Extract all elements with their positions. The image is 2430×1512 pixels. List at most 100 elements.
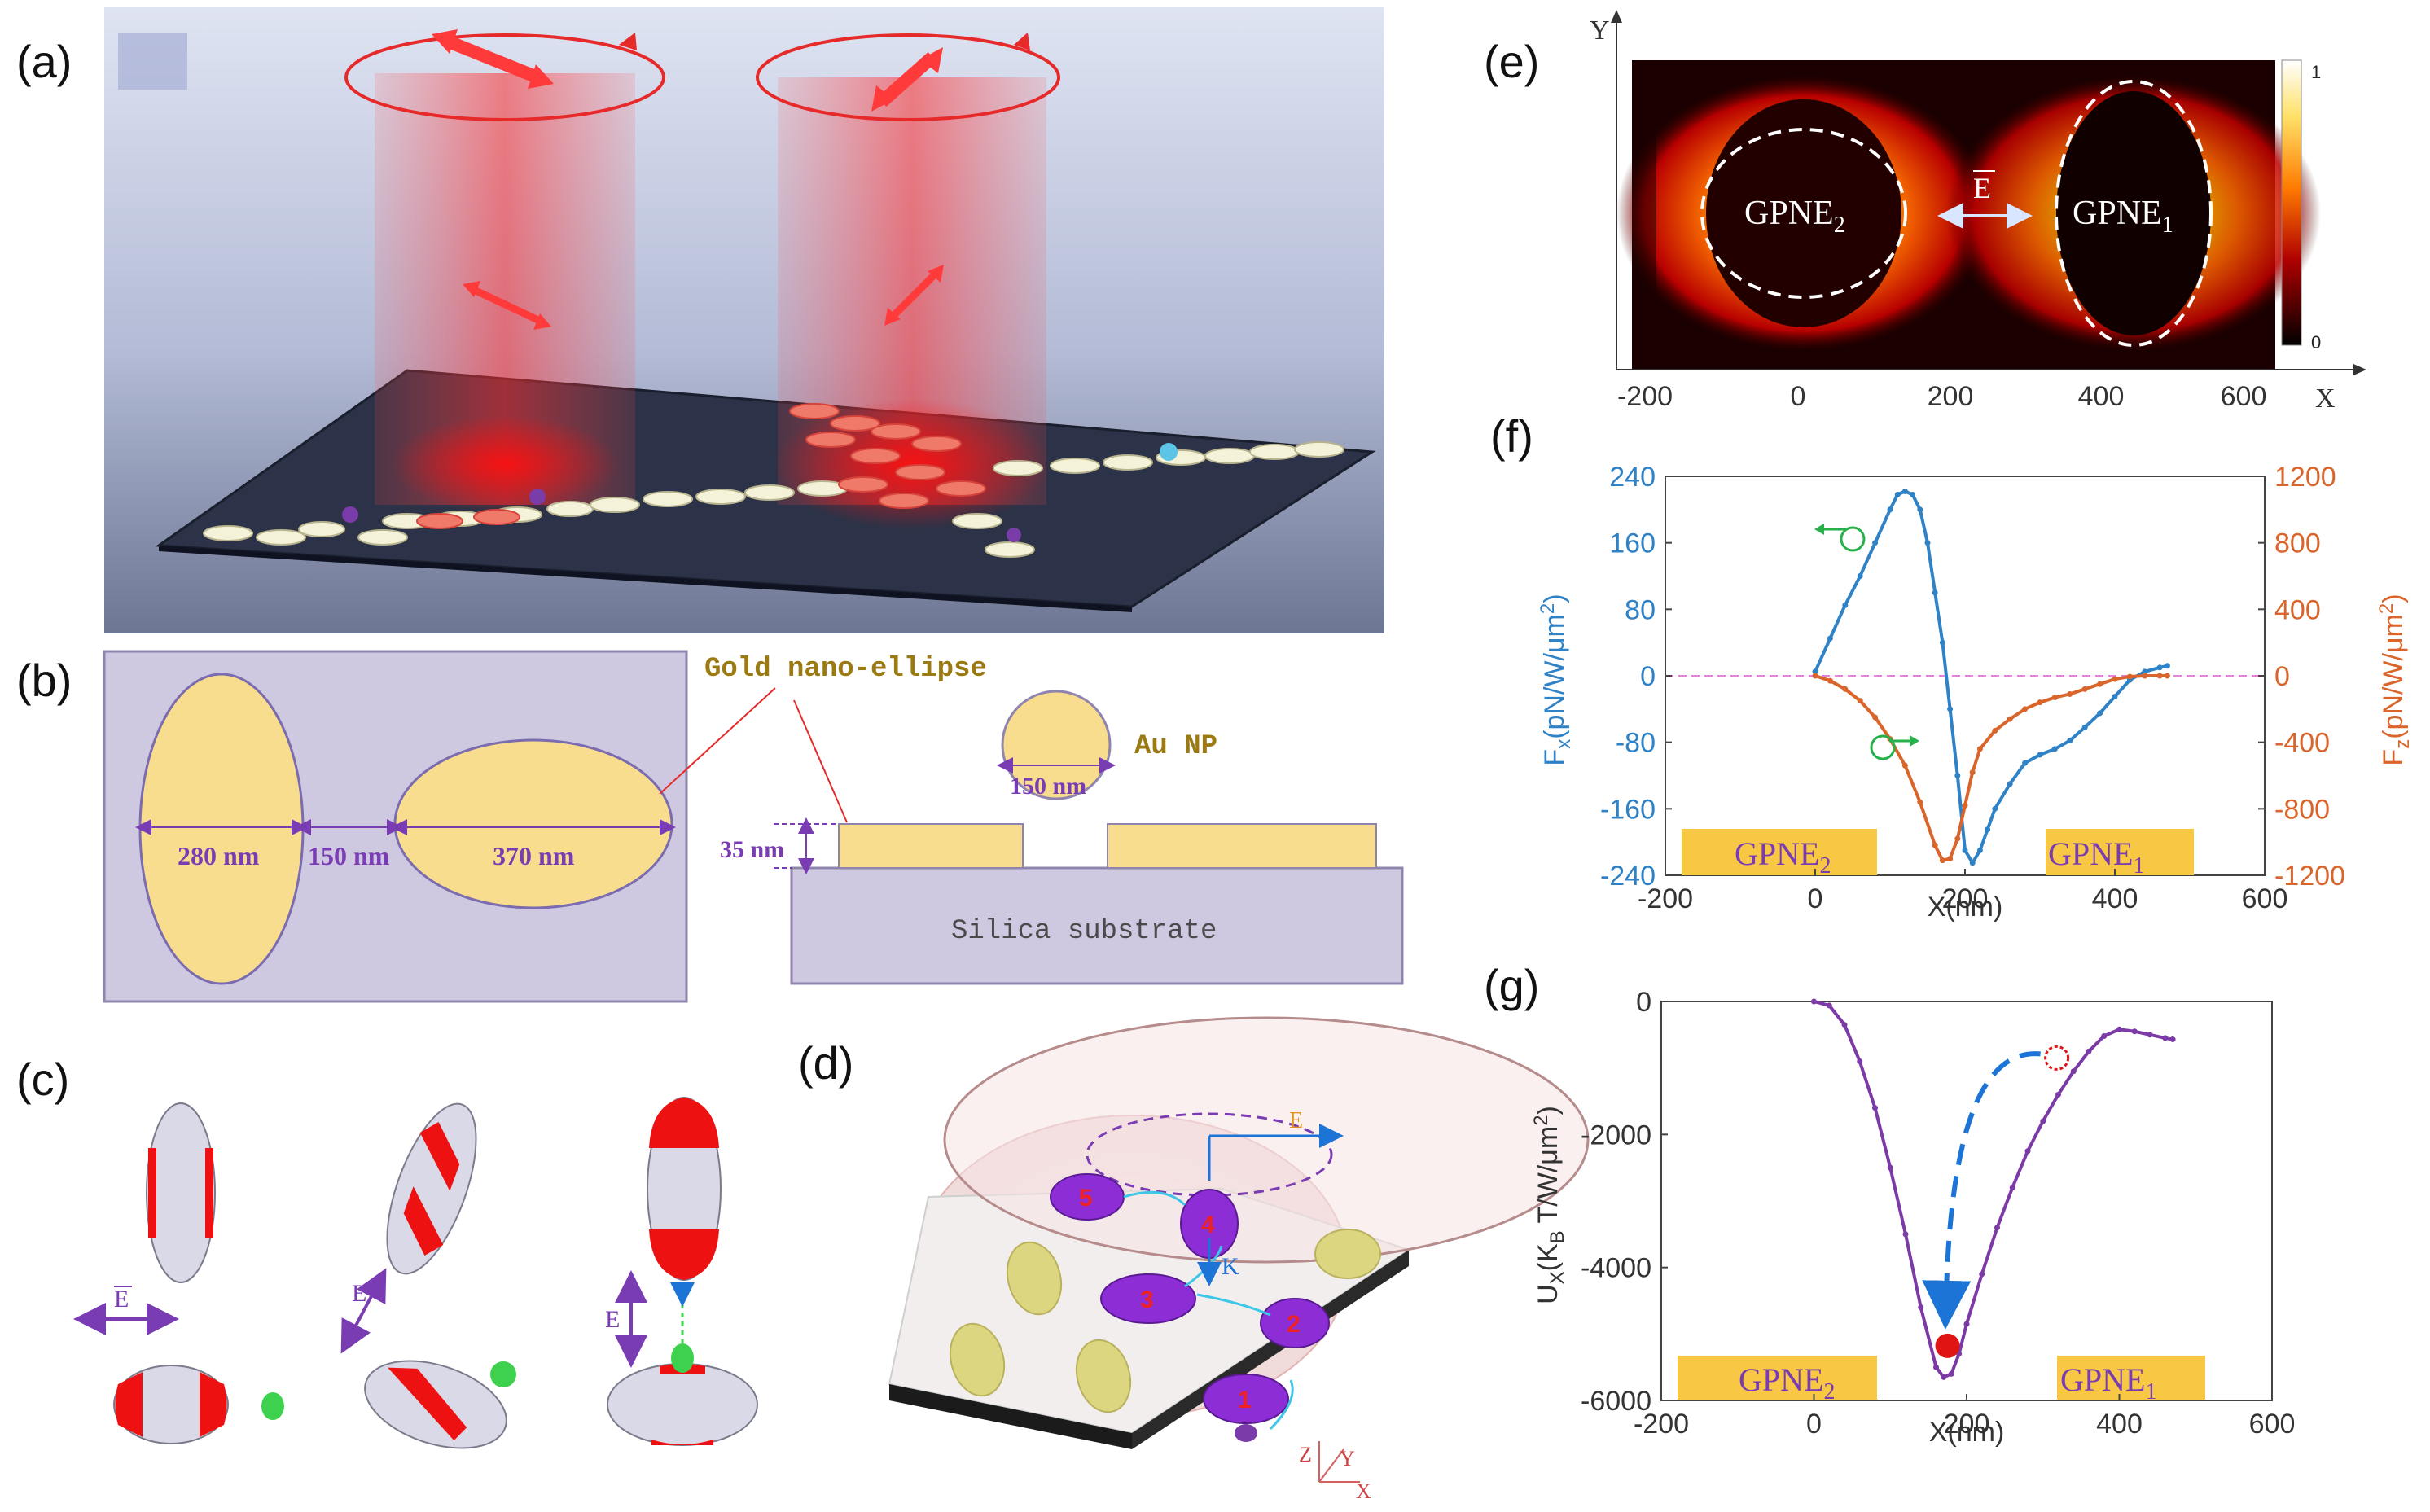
c-ellipse-2-top-group [386,1102,477,1275]
gpne2-outline [1700,128,1907,299]
rotation-arrow-left [344,33,665,121]
f-x-tick-label: 600 [2242,883,2288,914]
f-series-fz-point [1827,677,1833,684]
colorbar [2281,59,2302,346]
g-region-gpne1-label: GPNE1 [2060,1361,2156,1405]
field-dark-core-left [1706,99,1901,327]
f-series-fz-point [1969,769,1976,775]
f-chart-ticks: -200 0 200 400 600240160800-80-160-240120080… [1600,462,2345,914]
g-chart-ticks: -200 0 200 400 6000-2000-4000-6000 [1581,987,2295,1440]
e-x-tick-2: 200 [1928,381,1974,412]
g-series-ux-point [2147,1032,2153,1038]
g-series-ux-point [2162,1035,2169,1041]
g-region-gpne2-label: GPNE2 [1739,1361,1835,1405]
c-hotspot-3a [649,1098,719,1148]
np-size-label: 150 nm [1010,773,1086,800]
panel-label-g: (g) [1484,960,1539,1011]
f-y-left-tick-label: -80 [1616,728,1656,759]
field-dark-core-right [2056,91,2211,335]
f-series-fz-point [1872,714,1879,721]
d-yellow-ellipses [949,1229,1381,1413]
f-series-fx-point [1962,847,1968,853]
d-au-particle [1235,1424,1257,1442]
d-substrate-side [1132,1250,1409,1449]
g-plot-frame [1660,1001,2273,1401]
f-y-right-tick-label: -1200 [2274,861,2345,892]
f-x-tick-label: 0 [1808,883,1823,914]
beam-spot-right [774,399,1051,529]
thickness-label: 35 nm [720,836,784,863]
panel-c: E E E [73,1097,758,1449]
f-y-left-tick-label: 160 [1609,528,1656,559]
f-series-fz-point [2142,673,2148,679]
panel-label-a: (a) [16,36,72,87]
e-x-axis-arrow [2353,364,2366,375]
g-region-gpne2 [1678,1356,1877,1400]
g-x-tick-label: 400 [2096,1409,2143,1440]
f-region-gpne1 [2046,829,2194,875]
panel-label-c: (c) [16,1054,69,1105]
e-x-tick-4: 600 [2221,381,2267,412]
dim-label-280: 280 nm [178,841,260,870]
f-series-fz-point [1992,727,1998,734]
e-x-tick-1: 0 [1791,381,1806,412]
f-x-axis-label: X(nm) [1928,892,2003,923]
d-axis-triad [1318,1441,1360,1483]
c-e-label-2: E [352,1280,366,1307]
d-number-5: 5 [1079,1185,1093,1212]
panel-f: GPNE2 GPNE1 -200 0 200 400 600240160800-80-1… [1537,462,2414,923]
f-region-gpne2 [1682,829,1877,875]
g-y-tick-label: -4000 [1581,1253,1651,1284]
f-y-left-tick-label: -160 [1600,794,1656,825]
rotation-arrowhead-right [1014,33,1030,50]
pointer-line-top [659,687,776,795]
g-series-ux-point [1841,1022,1848,1028]
g-series-ux-point [2131,1028,2138,1035]
au-nanoparticles [342,443,1178,542]
silica-substrate [790,866,1404,985]
c-particle-3 [671,1343,694,1373]
g-y-tick-label: 0 [1636,987,1651,1018]
g-start-position-marker [2044,1045,2070,1071]
panel-b: 280 nm 150 nm 370 nm Gold nano-ellipse S… [103,650,1404,1003]
nano-ellipse-cluster-illuminated [416,403,986,529]
panel-a [104,7,1384,633]
f-series-fz-point [1932,842,1938,848]
g-series-ux-point [1826,1002,1832,1009]
d-upper-disk [943,1016,1590,1264]
colorbar-min: 0 [2311,332,2321,353]
polarization-double-arrow-a2 [871,47,943,112]
f-series-fx-point [2067,738,2073,744]
field-edge-left [1632,60,1656,370]
f-y-left-tick-label: -240 [1600,861,1656,892]
g-region-gpne1 [2057,1356,2205,1400]
c-e-label-3: E [605,1306,620,1333]
c-hotspot-1d [200,1372,227,1437]
panel-a-corner-patch [118,33,187,90]
g-series-ux-point [1948,1370,1954,1377]
f-series-fz-point [1962,802,1968,809]
f-series-fz-point [1976,746,1983,752]
d-trajectory-4 [1123,1190,1186,1207]
e-y-axis-arrow [1611,10,1622,23]
f-series-fz-point [2007,716,2013,722]
f-series-fz-point [1842,686,1849,692]
f-y-right-tick-label: 800 [2274,528,2321,559]
polarization-double-arrow-a4 [884,265,944,326]
g-series-ux-point [1933,1364,1939,1370]
c-ellipse-1-top [146,1102,216,1283]
g-series-ux-point [1963,1321,1970,1327]
f-region-gpne2-label: GPNE2 [1735,835,1831,879]
gold-ellipse-vertical [138,673,305,985]
c-ellipse-3-bottom [607,1363,758,1446]
d-purple-ellipses [1050,1173,1330,1424]
gold-nano-ellipse-title: Gold nano-ellipse [704,654,987,685]
f-y-right-tick-label: -800 [2274,794,2330,825]
e-field-label: E [1973,172,1991,204]
d-ellipse-numbers: 1 2 3 4 5 [1079,1185,1301,1413]
f-series-fx-point [1947,706,1954,712]
f-series-fz-point [2037,699,2043,706]
f-chart-marks [1665,488,2265,866]
f-series-fx-point [1887,506,1893,513]
f-y-right-tick-label: -400 [2274,728,2330,759]
